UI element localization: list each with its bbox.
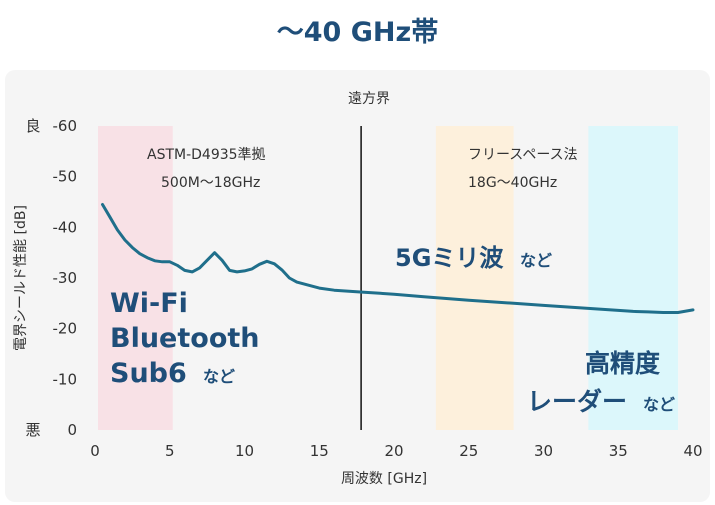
x-tick-label: 40: [683, 442, 702, 460]
label-bluetooth: Bluetooth: [110, 323, 260, 354]
y-qualifier-good: 良: [25, 117, 40, 135]
label-sub6: Sub6: [110, 358, 187, 389]
x-tick-label: 20: [384, 442, 403, 460]
x-tick-label: 35: [609, 442, 628, 460]
chart-svg: 遠方界 -60 -50 -40 -30 -20 -10 0 0 5 10 15 20 25 30 35 40…: [13, 91, 703, 487]
band-pink: [97, 126, 173, 430]
chart-title: 遠方界: [348, 91, 390, 107]
x-tick-label: 0: [90, 442, 100, 460]
label-high-precision: 高精度: [585, 349, 660, 378]
y-tick-label: -20: [53, 320, 78, 338]
y-tick-label: 0: [67, 421, 77, 439]
page-title: ～40 GHz帯: [276, 17, 439, 48]
y-axis-label: 電界シールド性能 [dB]: [13, 205, 29, 351]
y-tick-label: -10: [53, 370, 78, 388]
y-tick-label: -30: [53, 269, 78, 287]
band-cyan: [588, 126, 679, 430]
y-tick-label: -50: [53, 168, 78, 186]
annotation-astm-range: 500M～18GHz: [161, 175, 260, 191]
label-5g-mmwave: 5Gミリ波: [395, 244, 504, 272]
y-tick-label: -60: [53, 117, 78, 135]
series-line-shielding: [101, 203, 695, 314]
x-tick-label: 15: [310, 442, 329, 460]
annotation-free-space-method: フリースペース法: [468, 147, 578, 163]
annotation-astm-method: ASTM-D4935準拠: [147, 147, 266, 163]
y-tick-layer: -60 -50 -40 -30 -20 -10 0: [53, 117, 78, 439]
x-tick-label: 5: [165, 442, 175, 460]
label-5g-nado: など: [520, 251, 552, 270]
y-tick-label: -40: [53, 218, 78, 236]
y-qualifier-bad: 悪: [25, 421, 40, 439]
x-axis-label: 周波数 [GHz]: [341, 471, 427, 487]
label-radar-nado: など: [643, 395, 675, 414]
label-wifi: Wi-Fi: [110, 288, 188, 319]
chart-panel: 遠方界 -60 -50 -40 -30 -20 -10 0 0 5 10 15 20 25 30 35 40…: [5, 70, 710, 502]
band-layer: [97, 126, 679, 430]
x-tick-layer: 0 5 10 15 20 25 30 35 40: [90, 442, 702, 460]
x-tick-label: 25: [459, 442, 478, 460]
x-tick-label: 10: [235, 442, 254, 460]
annotation-free-space-range: 18G～40GHz: [468, 175, 557, 191]
label-radar: レーダー: [527, 387, 627, 416]
x-tick-label: 30: [534, 442, 553, 460]
label-sub6-nado: など: [203, 367, 235, 386]
band-orange: [435, 126, 514, 430]
